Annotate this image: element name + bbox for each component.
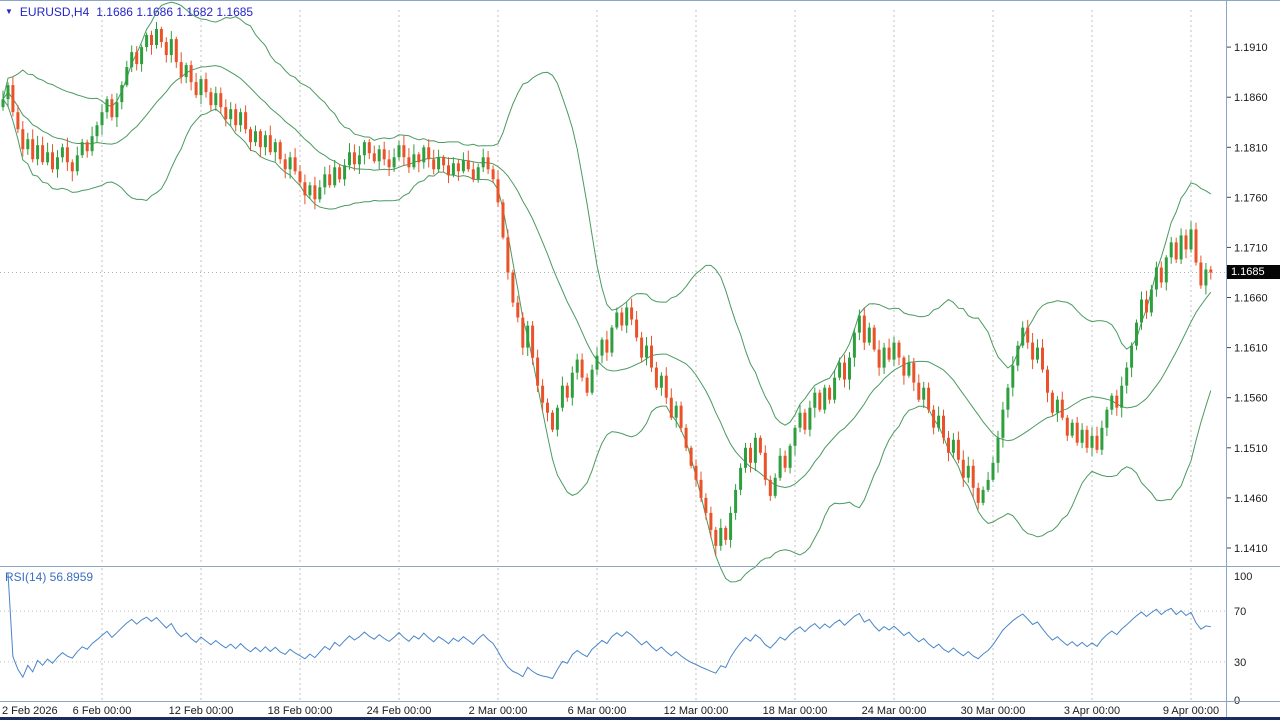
rsi-level-lines bbox=[0, 610, 1226, 663]
time-axis-label: 24 Feb 00:00 bbox=[367, 705, 432, 717]
price-axis-label: 1.1410 bbox=[1234, 543, 1268, 555]
window-bottom-border bbox=[0, 717, 1280, 720]
chart-header: ▼ EURUSD,H4 1.1686 1.1686 1.1682 1.1685 bbox=[5, 5, 253, 19]
price-axis: 1.1910 1.1860 1.1810 1.1760 1.1710 1.1660 1.16… bbox=[1226, 42, 1268, 555]
rsi-pane bbox=[7, 572, 1211, 680]
price-axis-label: 1.1760 bbox=[1234, 192, 1268, 204]
rsi-indicator-label: RSI(14) 56.8959 bbox=[5, 570, 94, 584]
rsi-line bbox=[7, 572, 1211, 680]
time-axis-label: 9 Apr 00:00 bbox=[1163, 705, 1219, 717]
time-axis-label: 3 Apr 00:00 bbox=[1064, 705, 1120, 717]
bollinger-lower-line bbox=[2, 98, 1212, 583]
symbol-dropdown-icon[interactable]: ▼ bbox=[5, 7, 13, 16]
quote-ohlc-label: 1.1686 1.1686 1.1682 1.1685 bbox=[96, 5, 254, 19]
time-axis-label: 30 Mar 00:00 bbox=[961, 705, 1026, 717]
price-axis-label: 1.1910 bbox=[1234, 42, 1268, 54]
rsi-axis-label: 30 bbox=[1234, 657, 1246, 669]
price-axis-label: 1.1660 bbox=[1234, 293, 1268, 305]
time-axis-label: 6 Feb 00:00 bbox=[73, 705, 132, 717]
price-axis-label: 1.1460 bbox=[1234, 493, 1268, 505]
price-axis-label: 1.1710 bbox=[1234, 242, 1268, 254]
time-axis-label: 12 Feb 00:00 bbox=[169, 705, 234, 717]
price-axis-label: 1.1560 bbox=[1234, 393, 1268, 405]
bollinger-middle-line bbox=[2, 65, 1212, 489]
time-axis-label: 18 Mar 00:00 bbox=[763, 705, 828, 717]
time-axis-label: 2 Feb 2026 bbox=[2, 705, 58, 717]
time-gridlines bbox=[101, 10, 1192, 700]
bollinger-bands bbox=[2, 1, 1212, 583]
price-axis-label: 1.1610 bbox=[1234, 343, 1268, 355]
price-axis-label: 1.1510 bbox=[1234, 443, 1268, 455]
time-axis-label: 6 Mar 00:00 bbox=[568, 705, 627, 717]
time-axis-label: 18 Feb 00:00 bbox=[268, 705, 333, 717]
bollinger-upper-line bbox=[2, 1, 1212, 426]
current-price-badge: 1.1685 bbox=[1227, 265, 1280, 279]
rsi-axis: 10070300 bbox=[1234, 571, 1252, 707]
price-axis-label: 1.1860 bbox=[1234, 92, 1268, 104]
symbol-period-label: EURUSD,H4 bbox=[19, 5, 90, 19]
price-axis-label: 1.1810 bbox=[1234, 142, 1268, 154]
rsi-axis-label: 100 bbox=[1234, 571, 1252, 583]
time-axis-label: 12 Mar 00:00 bbox=[664, 705, 729, 717]
candles-layer bbox=[1, 22, 1213, 556]
time-axis: 2 Feb 2026 6 Feb 00:00 12 Feb 00:00 18 Feb … bbox=[2, 705, 1219, 717]
rsi-axis-label: 70 bbox=[1234, 606, 1246, 618]
time-axis-label: 2 Mar 00:00 bbox=[469, 705, 528, 717]
time-axis-label: 24 Mar 00:00 bbox=[862, 705, 927, 717]
